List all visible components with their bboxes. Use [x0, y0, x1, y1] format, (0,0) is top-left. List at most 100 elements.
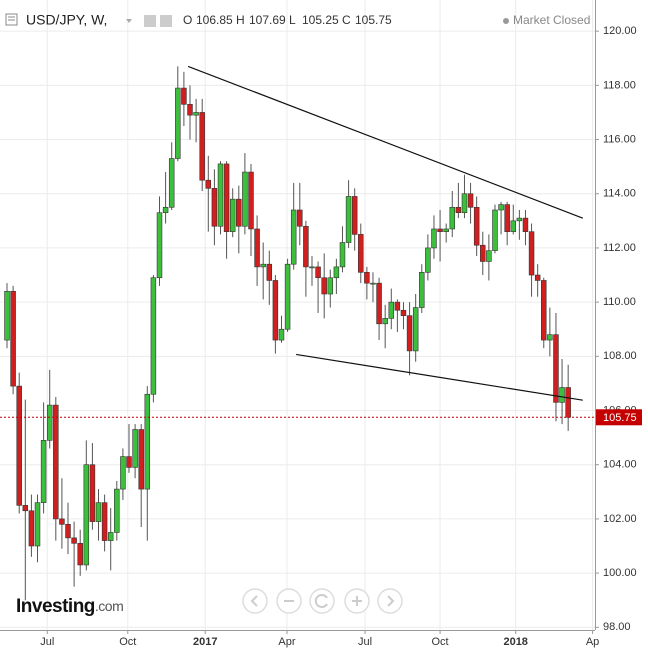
candle-body	[217, 163, 224, 227]
candle-body	[321, 277, 327, 295]
candle-body	[71, 537, 77, 544]
candle-body	[473, 206, 480, 246]
y-tick-label: 108.00	[603, 350, 637, 362]
candle-body	[77, 542, 83, 566]
candle-body	[168, 158, 175, 208]
candle-body	[272, 280, 279, 341]
ohlc-value: 105.75	[355, 13, 392, 27]
candle-body	[437, 228, 443, 232]
logo-suffix: .com	[95, 598, 123, 614]
ohlc: O 106.85 H 107.69 L 105.25 C 105.75	[183, 13, 392, 27]
candle-body	[284, 263, 291, 330]
y-tick-label: 102.00	[603, 513, 637, 525]
candle-body	[565, 387, 571, 418]
marks	[0, 65, 595, 601]
candle-body	[290, 209, 297, 265]
ohlc-label: H	[236, 13, 245, 27]
candle-body	[364, 272, 370, 284]
candle-body	[345, 196, 352, 243]
x-tick-label: Oct	[119, 636, 136, 648]
trend-line	[187, 65, 584, 219]
candle-body	[370, 282, 376, 285]
candle-body	[10, 290, 16, 387]
candle-body	[187, 104, 193, 116]
candle-body	[297, 209, 303, 227]
candle-body	[541, 280, 547, 341]
y-tick-label: 116.00	[603, 133, 636, 145]
ohlc-value: 107.69	[249, 13, 286, 27]
candle-body	[339, 242, 346, 268]
market-status: Market Closed	[513, 13, 590, 27]
candle-body	[181, 87, 187, 105]
y-tick-label: 100.00	[603, 567, 637, 579]
grid	[0, 0, 595, 630]
candle-body	[553, 334, 559, 403]
candle-body	[46, 404, 53, 441]
candle-body	[278, 328, 285, 341]
candle-body	[467, 193, 474, 208]
candle-body	[406, 315, 413, 352]
candle-body	[101, 502, 108, 541]
candle-body	[254, 228, 260, 268]
y-tick-label: 112.00	[603, 242, 636, 254]
candle-body	[107, 532, 114, 541]
scroll-left-button[interactable]	[242, 588, 268, 614]
candle-body	[199, 112, 205, 181]
candle-body	[431, 228, 437, 249]
candle-body	[205, 179, 212, 189]
candle-body	[53, 404, 59, 520]
candle-body	[388, 301, 395, 319]
scroll-right-button[interactable]	[377, 588, 403, 614]
candle-body	[528, 231, 535, 276]
candle-body	[425, 247, 431, 273]
candle-body	[95, 502, 102, 522]
candle-body	[327, 277, 334, 295]
candle-body	[126, 456, 132, 468]
candle-body	[114, 488, 120, 533]
icon-right	[387, 595, 395, 607]
candle-body	[492, 209, 498, 251]
candle-body	[229, 198, 236, 232]
ohlc-value: 105.25	[302, 13, 339, 27]
candle-body	[144, 393, 151, 490]
y-tick-label: 104.00	[603, 459, 637, 471]
candle-body	[498, 204, 504, 211]
candle-body	[486, 250, 492, 262]
status-dot	[503, 18, 509, 24]
x-tick-label: Oct	[432, 636, 449, 648]
candle-body	[303, 225, 309, 268]
candle-body	[156, 212, 163, 279]
candle-body	[443, 228, 449, 232]
candle-body	[419, 272, 425, 308]
candle-body	[394, 301, 401, 311]
candle-body	[211, 188, 218, 227]
candle-body	[559, 387, 565, 403]
candle-body	[236, 198, 242, 227]
ohlc-label: O	[183, 13, 192, 27]
symbol: USD/JPY, W,	[26, 12, 107, 28]
candle-body	[59, 518, 65, 525]
settings-icon[interactable]	[144, 15, 156, 27]
x-tick-label: 2017	[193, 636, 217, 648]
candle-body	[333, 266, 340, 279]
x-tick-label: Apr	[278, 636, 295, 648]
candle-body	[34, 502, 41, 547]
dropdown-caret[interactable]	[126, 19, 132, 23]
candle-body	[16, 385, 22, 506]
candle-body	[382, 318, 388, 325]
logo: Investing.com	[16, 596, 123, 617]
candle-body	[400, 309, 407, 316]
candle-body	[534, 274, 541, 281]
compare-icon[interactable]	[160, 15, 172, 27]
candle-body	[547, 334, 553, 341]
candle-body	[4, 290, 10, 341]
reset-button[interactable]	[309, 588, 335, 614]
candle-body	[376, 282, 382, 325]
candle-body	[28, 510, 35, 547]
price-label: 105.75	[603, 412, 637, 424]
candle-body	[120, 456, 126, 490]
candle-body	[83, 464, 90, 566]
icon-left	[250, 595, 258, 607]
